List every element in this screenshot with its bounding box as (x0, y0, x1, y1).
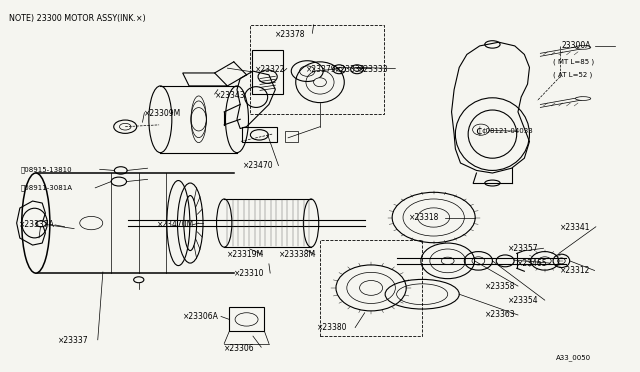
Text: ¢08121-04033: ¢08121-04033 (481, 128, 532, 134)
Text: ×23312: ×23312 (559, 266, 590, 275)
Text: ×23319M: ×23319M (227, 250, 264, 259)
Text: ×23333: ×23333 (358, 65, 389, 74)
Text: ×23341: ×23341 (559, 223, 590, 232)
Ellipse shape (336, 67, 342, 71)
Text: NOTE) 23300 MOTOR ASSY(INK.×): NOTE) 23300 MOTOR ASSY(INK.×) (9, 14, 146, 23)
Text: ×23470M: ×23470M (157, 221, 195, 230)
Ellipse shape (354, 67, 360, 71)
Text: ×23343: ×23343 (214, 91, 245, 100)
Bar (229, 307, 264, 331)
Text: ×23338M: ×23338M (278, 250, 316, 259)
Bar (320, 240, 422, 336)
Text: ×23379: ×23379 (306, 65, 337, 74)
Ellipse shape (115, 167, 127, 174)
Bar (242, 128, 277, 141)
Text: 23300A: 23300A (561, 41, 591, 51)
Text: A33_0050: A33_0050 (556, 354, 591, 361)
Ellipse shape (314, 78, 326, 87)
Text: ¢: ¢ (475, 126, 482, 136)
Text: ⓔ08911-3081A: ⓔ08911-3081A (21, 185, 73, 191)
Text: ×23357: ×23357 (508, 244, 539, 253)
Bar (285, 131, 298, 141)
Bar (252, 49, 283, 94)
Text: ×23380: ×23380 (317, 323, 348, 332)
Text: ×23322: ×23322 (255, 65, 285, 74)
Text: ×23354: ×23354 (508, 296, 539, 305)
Ellipse shape (22, 173, 50, 273)
Bar (250, 25, 384, 114)
Text: ×23465: ×23465 (516, 259, 547, 267)
Ellipse shape (134, 277, 144, 283)
Text: ×23358: ×23358 (484, 282, 515, 291)
Text: ×23333: ×23333 (335, 65, 365, 74)
Text: ( AT L=52 ): ( AT L=52 ) (553, 71, 593, 78)
Text: ×23306A: ×23306A (182, 312, 219, 321)
Text: ×23337: ×23337 (58, 336, 89, 346)
Ellipse shape (575, 45, 591, 49)
Text: ×23378: ×23378 (275, 29, 306, 39)
Ellipse shape (36, 221, 46, 227)
Text: ×23306: ×23306 (224, 344, 255, 353)
Text: ×23309M: ×23309M (145, 109, 182, 118)
Text: Ⓥ08915-13810: Ⓥ08915-13810 (21, 166, 73, 173)
Text: ×23363: ×23363 (484, 311, 515, 320)
Ellipse shape (575, 97, 591, 100)
Ellipse shape (111, 177, 127, 186)
Text: ( MT L=85 ): ( MT L=85 ) (553, 59, 594, 65)
Text: ×23337A: ×23337A (19, 221, 54, 230)
Text: ×23470: ×23470 (243, 161, 274, 170)
Text: ×23310: ×23310 (234, 269, 264, 278)
Text: ×23318: ×23318 (410, 213, 440, 222)
